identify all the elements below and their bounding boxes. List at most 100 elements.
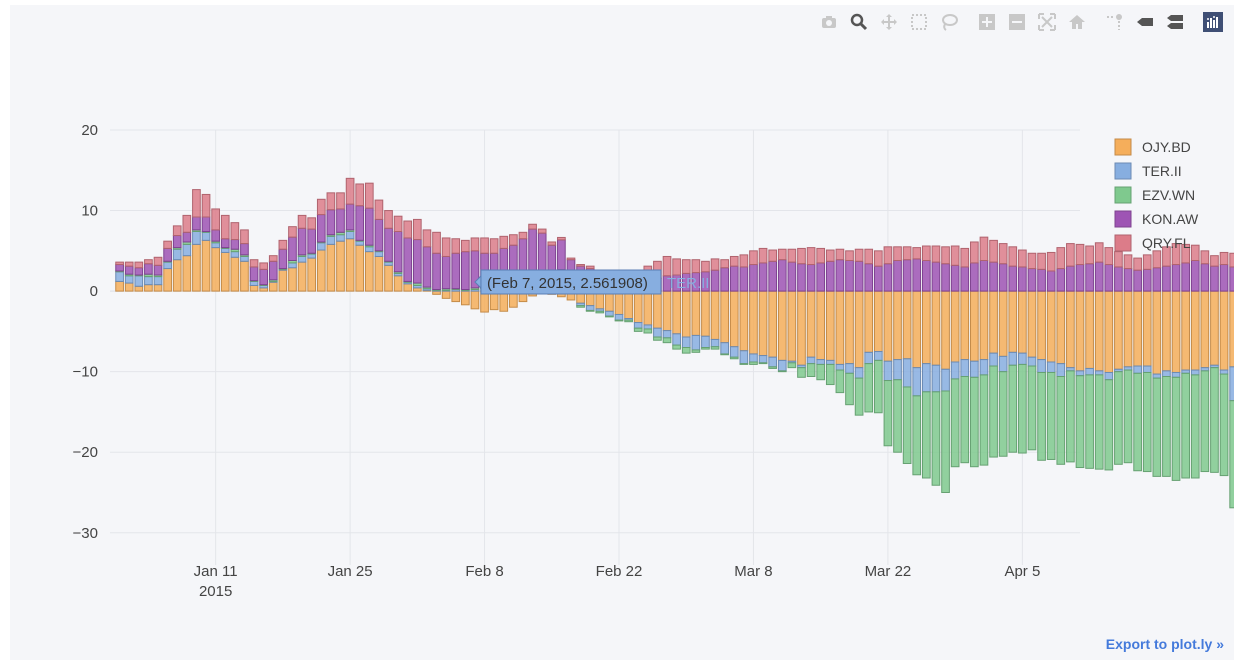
spike-lines-button[interactable] [1102, 11, 1128, 33]
bar-segment[interactable] [979, 236, 989, 261]
bar-segment[interactable] [230, 251, 240, 258]
bar-segment[interactable] [451, 252, 461, 290]
bar-segment[interactable] [912, 247, 922, 260]
bar-segment[interactable] [297, 261, 307, 292]
bar-segment[interactable] [220, 238, 230, 249]
bar-segment[interactable] [537, 228, 547, 234]
bar-segment[interactable] [806, 363, 816, 378]
bar-segment[interactable] [240, 260, 249, 292]
bar-segment[interactable] [806, 264, 816, 292]
bar-segment[interactable] [1219, 290, 1229, 371]
bar-segment[interactable] [470, 290, 480, 310]
bar-segment[interactable] [192, 243, 201, 292]
bar-segment[interactable] [201, 231, 211, 241]
bar-segment[interactable] [835, 248, 845, 261]
bar-segment[interactable] [441, 255, 451, 290]
bar-segment[interactable] [1210, 265, 1219, 292]
bar-segment[interactable] [153, 276, 163, 286]
bar-segment[interactable] [864, 263, 874, 292]
bar-segment[interactable] [672, 290, 681, 335]
bar-segment[interactable] [720, 259, 729, 269]
zoom-in-button[interactable] [974, 11, 1000, 33]
bar-segment[interactable] [1037, 359, 1046, 373]
bar-segment[interactable] [672, 344, 681, 350]
bar-segment[interactable] [172, 259, 182, 292]
bar-segment[interactable] [461, 290, 470, 306]
bar-segment[interactable] [941, 263, 950, 292]
bar-segment[interactable] [797, 367, 806, 378]
bar-segment[interactable] [624, 319, 633, 323]
bar-segment[interactable] [201, 239, 211, 292]
bar-segment[interactable] [825, 359, 835, 365]
bar-segment[interactable] [451, 290, 461, 303]
bar-segment[interactable] [182, 214, 192, 233]
bar-segment[interactable] [1142, 365, 1152, 373]
bar-segment[interactable] [758, 355, 768, 364]
bar-segment[interactable] [1200, 250, 1210, 265]
bar-segment[interactable] [432, 231, 441, 254]
bar-segment[interactable] [1229, 366, 1234, 402]
bar-segment[interactable] [825, 290, 835, 361]
bar-segment[interactable] [710, 258, 720, 271]
bar-segment[interactable] [758, 290, 768, 357]
bar-segment[interactable] [710, 269, 720, 292]
bar-segment[interactable] [816, 363, 826, 381]
bar-segment[interactable] [749, 264, 758, 292]
bar-segment[interactable] [326, 235, 336, 245]
bar-segment[interactable] [998, 243, 1008, 265]
bar-segment[interactable] [1181, 262, 1190, 292]
bar-segment[interactable] [912, 367, 922, 397]
bar-segment[interactable] [124, 265, 134, 275]
bar-segment[interactable] [825, 260, 835, 292]
bar-segment[interactable] [633, 322, 643, 329]
bar-segment[interactable] [979, 260, 989, 292]
bar-segment[interactable] [883, 263, 893, 292]
bar-segment[interactable] [1046, 361, 1056, 373]
legend-item[interactable]: KON.AW [1114, 210, 1199, 228]
bar-segment[interactable] [989, 290, 998, 354]
bar-segment[interactable] [1085, 367, 1094, 376]
bar-segment[interactable] [1152, 267, 1162, 292]
bar-segment[interactable] [720, 290, 729, 344]
bar-segment[interactable] [1018, 249, 1027, 268]
bar-segment[interactable] [739, 266, 749, 292]
bar-segment[interactable] [921, 391, 931, 479]
bar-segment[interactable] [777, 259, 787, 292]
bar-segment[interactable] [1229, 266, 1234, 292]
bar-segment[interactable] [1171, 290, 1181, 373]
bar-segment[interactable] [1046, 251, 1056, 272]
bar-segment[interactable] [220, 251, 230, 292]
bar-segment[interactable] [797, 263, 806, 292]
bar-segment[interactable] [1162, 290, 1171, 372]
bar-segment[interactable] [883, 246, 893, 265]
bar-segment[interactable] [653, 327, 662, 338]
bar-segment[interactable] [268, 255, 278, 262]
bar-segment[interactable] [153, 264, 163, 276]
bar-segment[interactable] [672, 258, 681, 276]
bar-segment[interactable] [970, 241, 979, 264]
bar-segment[interactable] [768, 356, 778, 368]
bar-segment[interactable] [297, 255, 307, 263]
bar-segment[interactable] [902, 259, 912, 292]
bar-segment[interactable] [854, 248, 864, 262]
bar-segment[interactable] [902, 358, 912, 388]
bar-segment[interactable] [749, 353, 758, 363]
bar-segment[interactable] [528, 223, 537, 230]
bar-segment[interactable] [470, 237, 480, 252]
bar-segment[interactable] [729, 255, 739, 267]
bar-segment[interactable] [288, 267, 297, 292]
box-select-button[interactable] [906, 11, 932, 33]
bar-segment[interactable] [950, 378, 960, 468]
bar-segment[interactable] [701, 335, 710, 349]
bar-segment[interactable] [393, 215, 403, 232]
bar-segment[interactable] [249, 280, 259, 286]
bar-segment[interactable] [134, 261, 144, 269]
bar-segment[interactable] [806, 247, 816, 266]
bar-segment[interactable] [240, 229, 249, 245]
bar-segment[interactable] [893, 379, 902, 453]
bar-segment[interactable] [941, 390, 950, 493]
bar-segment[interactable] [1046, 270, 1056, 292]
bar-segment[interactable] [1133, 269, 1142, 292]
bar-segment[interactable] [355, 244, 365, 292]
bar-segment[interactable] [979, 359, 989, 376]
